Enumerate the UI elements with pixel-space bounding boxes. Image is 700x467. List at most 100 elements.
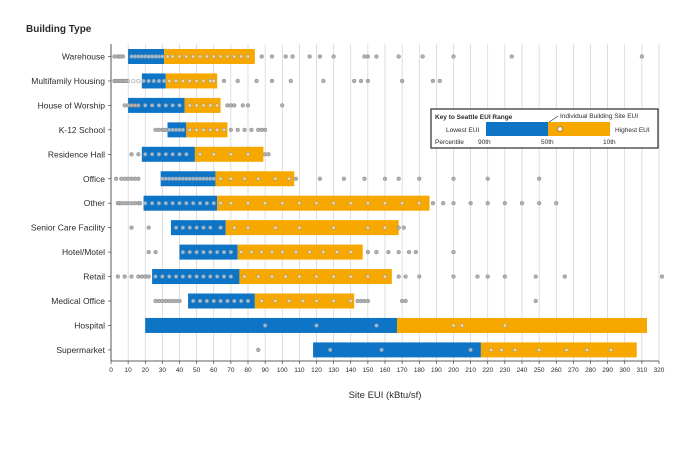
building-dot	[300, 298, 305, 303]
x-tick-label: 40	[176, 367, 184, 374]
building-dot	[451, 54, 456, 59]
building-dot	[396, 249, 401, 255]
building-dot	[187, 250, 192, 255]
building-dot	[451, 176, 456, 181]
building-dot	[335, 250, 340, 255]
building-dot	[269, 78, 275, 84]
building-dot	[136, 176, 141, 181]
building-dot	[396, 54, 401, 59]
building-dot	[283, 274, 288, 279]
x-tick-label: 220	[482, 367, 493, 374]
x-tick-label: 320	[654, 367, 665, 374]
building-dot	[137, 201, 143, 206]
building-dot	[151, 78, 156, 83]
building-dot	[218, 176, 223, 181]
building-dot	[120, 54, 126, 59]
building-dot	[150, 152, 155, 157]
category-label: Residence Hall	[48, 149, 105, 159]
building-dot	[242, 274, 247, 279]
building-dot	[204, 201, 209, 206]
building-dot	[321, 78, 326, 84]
building-dot	[341, 176, 347, 181]
building-dot	[177, 176, 182, 181]
building-dot	[499, 347, 504, 352]
building-dot	[218, 298, 223, 303]
building-dot	[399, 78, 405, 84]
building-dot	[177, 54, 182, 59]
building-dot	[536, 176, 542, 181]
building-dot	[211, 78, 216, 83]
building-dot	[122, 274, 127, 279]
building-dot	[365, 78, 371, 84]
building-dot	[420, 54, 425, 59]
building-dot	[269, 274, 274, 279]
building-dot	[403, 298, 408, 304]
building-dot	[259, 250, 264, 255]
building-dot	[180, 176, 185, 181]
building-dot	[129, 225, 134, 230]
building-dot	[187, 78, 192, 83]
building-dot	[170, 127, 175, 132]
building-dot	[239, 250, 244, 255]
building-dot	[218, 54, 223, 59]
building-dot	[314, 323, 319, 328]
category-label: Senior Care Facility	[31, 223, 106, 233]
building-dot	[382, 201, 387, 206]
building-dot	[273, 176, 278, 181]
legend-key: Key to Seattle EUI Range Individual Buil…	[430, 108, 659, 149]
building-dot	[256, 176, 261, 181]
building-dot	[235, 127, 240, 133]
building-dot	[314, 274, 319, 279]
building-dot	[554, 201, 559, 206]
building-dot	[256, 274, 261, 279]
building-dot	[191, 176, 196, 181]
building-dot	[153, 249, 158, 255]
building-dot	[174, 225, 179, 230]
building-dot	[288, 78, 293, 84]
x-tick-label: 250	[534, 367, 545, 374]
x-tick-label: 90	[262, 367, 270, 374]
building-dot	[115, 274, 120, 279]
building-dot	[365, 298, 371, 304]
building-dot	[167, 127, 172, 132]
building-dot	[153, 274, 158, 279]
building-dot	[240, 103, 246, 108]
building-dot	[228, 274, 233, 279]
building-dot	[132, 54, 137, 59]
building-dot	[287, 298, 292, 303]
building-dot	[246, 201, 251, 206]
building-dot	[198, 54, 203, 59]
building-dot	[307, 54, 312, 59]
building-dot	[136, 54, 141, 59]
building-dot	[143, 201, 148, 206]
building-dot	[163, 152, 168, 157]
building-dot	[146, 274, 151, 279]
building-dot	[659, 274, 665, 279]
x-tick-label: 10	[125, 367, 133, 374]
building-dot	[468, 201, 473, 206]
building-dot	[129, 152, 134, 157]
building-dot	[180, 250, 185, 255]
building-dot	[293, 176, 299, 181]
building-dot	[113, 176, 119, 181]
x-tick-label: 50	[193, 367, 201, 374]
building-dot	[314, 298, 319, 303]
building-dot	[141, 78, 146, 83]
building-dot	[167, 274, 172, 279]
building-dot	[365, 54, 371, 59]
x-tick-label: 170	[397, 367, 408, 374]
legend-title: Key to Seattle EUI Range	[435, 114, 513, 121]
building-dot	[228, 201, 233, 206]
building-dot	[184, 152, 189, 157]
building-dot	[365, 249, 371, 255]
building-dot	[143, 152, 148, 157]
building-dot	[460, 323, 465, 328]
category-label: Supermarket	[56, 345, 105, 355]
category-label: Multifamily Housing	[31, 76, 105, 86]
building-dot	[177, 103, 182, 108]
building-dot	[225, 54, 230, 59]
x-tick-label: 200	[448, 367, 459, 374]
building-dot	[177, 298, 182, 304]
building-dot	[273, 225, 278, 230]
building-dot	[475, 274, 480, 279]
